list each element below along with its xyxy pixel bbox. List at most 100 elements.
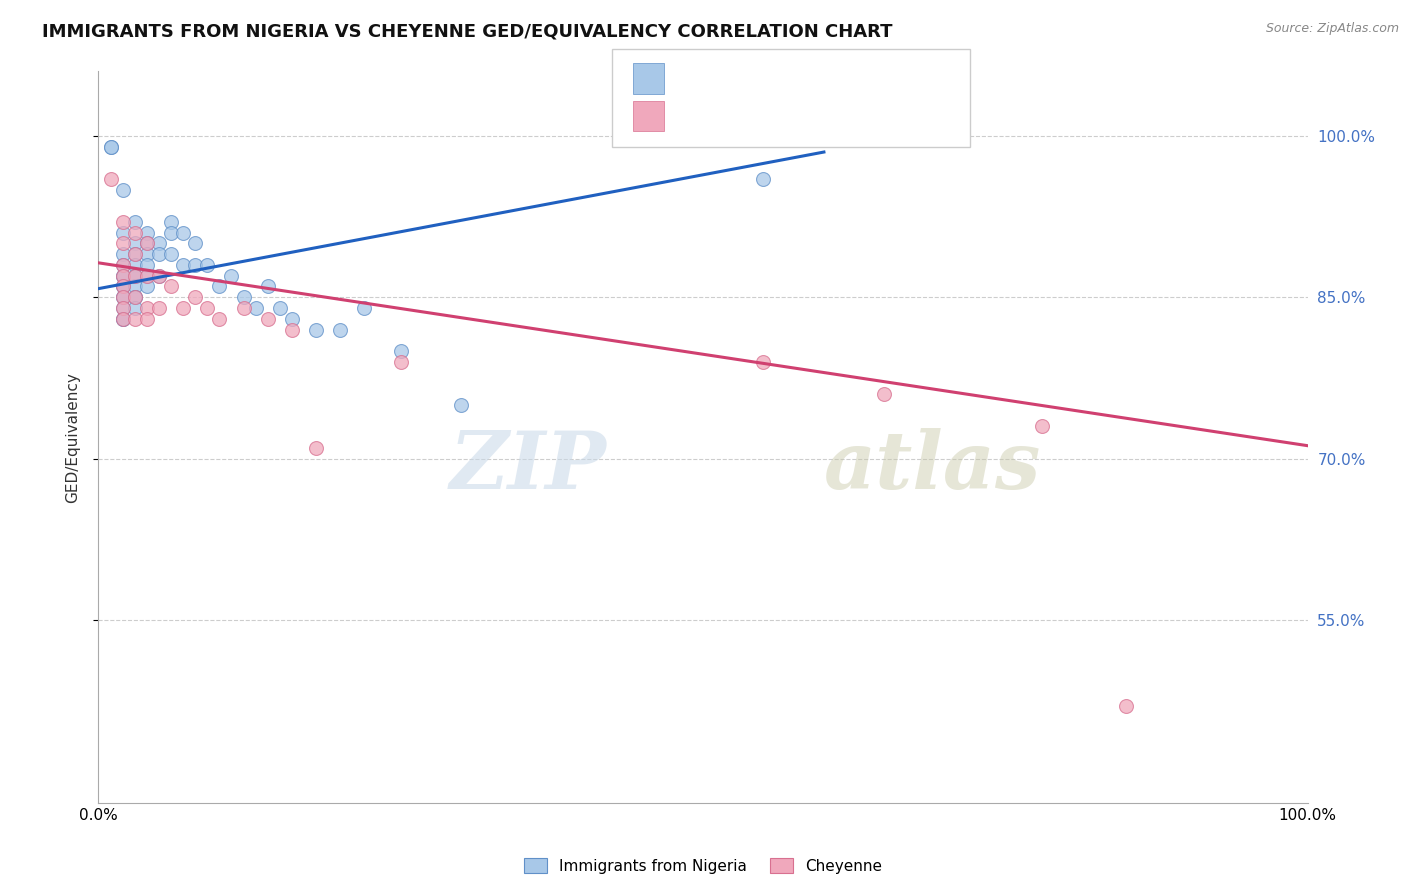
Point <box>135 236 157 251</box>
Point <box>100 139 122 153</box>
Point <box>281 311 304 326</box>
Point <box>232 290 254 304</box>
Point <box>111 279 134 293</box>
Text: N =: N = <box>797 101 834 116</box>
Point <box>111 311 134 326</box>
Point <box>124 236 146 251</box>
Point <box>172 258 194 272</box>
Point <box>256 311 278 326</box>
Point <box>873 387 896 401</box>
Point <box>208 311 231 326</box>
Point <box>135 279 157 293</box>
Point <box>195 258 218 272</box>
Point <box>353 301 375 315</box>
Point <box>111 247 134 261</box>
Point <box>148 247 170 261</box>
Point <box>389 355 412 369</box>
Point <box>111 268 134 283</box>
Point <box>124 258 146 272</box>
Text: ZIP: ZIP <box>450 427 606 505</box>
Point <box>245 301 267 315</box>
Text: 34: 34 <box>842 101 862 116</box>
Text: Source: ZipAtlas.com: Source: ZipAtlas.com <box>1265 22 1399 36</box>
Point <box>1115 698 1137 713</box>
Point <box>389 344 412 359</box>
Point <box>184 290 207 304</box>
Point <box>281 322 304 336</box>
Point <box>752 355 775 369</box>
Point <box>124 268 146 283</box>
Point <box>111 258 134 272</box>
Point <box>111 215 134 229</box>
Text: atlas: atlas <box>824 427 1042 505</box>
Point <box>184 236 207 251</box>
Point <box>208 279 231 293</box>
Point <box>111 268 134 283</box>
Point <box>135 311 157 326</box>
Point <box>160 247 183 261</box>
Point <box>135 226 157 240</box>
Point <box>124 290 146 304</box>
Point <box>124 226 146 240</box>
Point <box>100 139 122 153</box>
Point <box>184 258 207 272</box>
Point <box>124 290 146 304</box>
Point <box>148 268 170 283</box>
Point <box>450 398 472 412</box>
Point <box>111 279 134 293</box>
Point <box>329 322 352 336</box>
Y-axis label: GED/Equivalency: GED/Equivalency <box>65 372 80 502</box>
Point <box>124 247 146 261</box>
Point <box>124 215 146 229</box>
Text: IMMIGRANTS FROM NIGERIA VS CHEYENNE GED/EQUIVALENCY CORRELATION CHART: IMMIGRANTS FROM NIGERIA VS CHEYENNE GED/… <box>42 22 893 40</box>
Point <box>124 268 146 283</box>
Text: -0.334: -0.334 <box>723 101 779 116</box>
Point <box>111 290 134 304</box>
Point <box>111 226 134 240</box>
Point <box>135 258 157 272</box>
Point <box>124 301 146 315</box>
Point <box>160 215 183 229</box>
Point <box>172 301 194 315</box>
Point <box>124 279 146 293</box>
Point <box>100 172 122 186</box>
Point <box>232 301 254 315</box>
Point <box>111 279 134 293</box>
Point <box>124 247 146 261</box>
Point <box>135 268 157 283</box>
Point <box>111 311 134 326</box>
Text: 0.311: 0.311 <box>723 63 779 78</box>
Point <box>111 290 134 304</box>
Point <box>111 290 134 304</box>
Point <box>135 247 157 261</box>
Point <box>124 290 146 304</box>
Point <box>135 268 157 283</box>
Text: R =: R = <box>678 101 713 116</box>
Text: N =: N = <box>797 63 834 78</box>
Point <box>111 258 134 272</box>
Point <box>256 279 278 293</box>
Point <box>752 172 775 186</box>
Point <box>148 236 170 251</box>
Point <box>148 301 170 315</box>
Point <box>111 183 134 197</box>
Point <box>111 301 134 315</box>
Point <box>195 301 218 315</box>
Point <box>305 441 328 455</box>
Point <box>111 236 134 251</box>
Point <box>160 279 183 293</box>
Point <box>1031 419 1053 434</box>
Legend: Immigrants from Nigeria, Cheyenne: Immigrants from Nigeria, Cheyenne <box>517 852 889 880</box>
Point <box>135 236 157 251</box>
Point <box>135 301 157 315</box>
Point <box>172 226 194 240</box>
Point <box>124 311 146 326</box>
Point <box>111 268 134 283</box>
Point <box>148 268 170 283</box>
Point <box>124 268 146 283</box>
Point <box>111 301 134 315</box>
Point <box>305 322 328 336</box>
Point <box>269 301 291 315</box>
Point <box>221 268 243 283</box>
Point <box>160 226 183 240</box>
